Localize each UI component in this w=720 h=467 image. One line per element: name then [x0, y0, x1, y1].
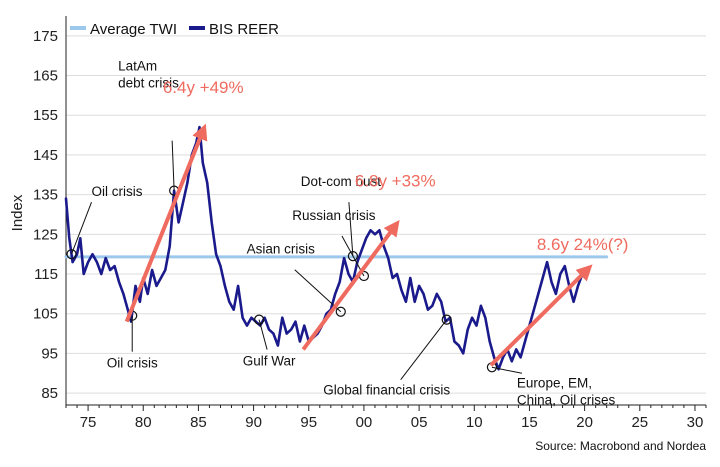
x-tick-label: 25	[631, 414, 648, 431]
y-tick-label: 105	[33, 306, 58, 323]
x-tick-label: 20	[576, 414, 593, 431]
event-label: Global financial crisis	[323, 383, 450, 398]
x-tick-label: 05	[411, 414, 428, 431]
event-marker	[441, 314, 452, 325]
event-label-line: China, Oil crises	[517, 392, 616, 407]
x-tick-label: 15	[521, 414, 538, 431]
legend-label: Average TWI	[90, 21, 177, 38]
x-tick-label: 95	[300, 414, 317, 431]
event-marker	[66, 249, 77, 260]
bis-reer-line	[64, 125, 589, 371]
event-leader-line	[171, 140, 175, 191]
x-tick-label: 10	[466, 414, 483, 431]
event-annotations: Oil crisis LatAm debt crisis Oil crisis Gulf…	[66, 59, 616, 407]
x-tick-label: 80	[135, 414, 152, 431]
y-tick-label: 115	[34, 266, 58, 283]
trend-arrow	[489, 264, 593, 367]
event-leader-line	[400, 319, 448, 380]
trend-label: 6.8y +33%	[355, 171, 436, 190]
x-tick-label: 90	[245, 414, 262, 431]
y-tick-label: 145	[33, 147, 58, 164]
event-label: Asian crisis	[247, 242, 316, 257]
event-marker	[347, 251, 358, 262]
x-tick-label: 85	[190, 414, 207, 431]
trend-label: 6.4y +49%	[163, 78, 244, 97]
y-axis-label: Index	[9, 194, 26, 231]
source-note: Source: Macrobond and Nordea	[535, 439, 706, 453]
legend: Average TWI BIS REER	[70, 21, 279, 38]
event-leader-line	[348, 202, 354, 257]
x-tick-label: 75	[80, 414, 97, 431]
event-leader-line	[341, 235, 365, 277]
trend-arrow	[301, 219, 400, 351]
y-tick-label: 165	[33, 68, 58, 85]
event-leader-line	[294, 269, 342, 313]
event-label-line: LatAm	[118, 59, 157, 74]
y-tick-label: 125	[33, 226, 58, 243]
y-tick-label: 175	[33, 28, 58, 45]
event-label: Oil crisis	[92, 184, 143, 199]
y-tick-label: 135	[33, 187, 58, 204]
event-label-line: debt crisis	[118, 76, 179, 91]
event-leader-line	[71, 201, 92, 255]
event-label: Europe, EM, China, Oil crises	[517, 375, 616, 407]
trend-arrow	[124, 123, 208, 323]
y-tick-label: 155	[33, 107, 58, 124]
y-tick-label: 85	[41, 385, 58, 402]
event-label-line: Europe, EM,	[517, 375, 592, 390]
event-label: Russian crisis	[292, 208, 376, 223]
event-marker	[254, 314, 265, 325]
x-tick-label: 00	[356, 414, 373, 431]
event-label: Oil crisis	[107, 356, 158, 371]
legend-label: BIS REER	[209, 21, 279, 38]
trend-arrows: 6.4y +49% 6.8y +33% 8.6y 24%(?)	[124, 78, 629, 367]
x-tick-label: 30	[687, 414, 704, 431]
event-leader-line	[258, 319, 268, 350]
event-marker	[335, 306, 346, 317]
y-tick-label: 95	[41, 345, 58, 362]
trend-label: 8.6y 24%(?)	[537, 235, 629, 254]
event-label: Dot-com bust	[301, 174, 382, 189]
axes: 85 95 105 115 125 135 145 155 165 175 75 80 85 90 95 00…	[33, 16, 707, 431]
event-label: LatAm debt crisis	[118, 59, 179, 91]
event-label: Gulf War	[243, 354, 296, 369]
